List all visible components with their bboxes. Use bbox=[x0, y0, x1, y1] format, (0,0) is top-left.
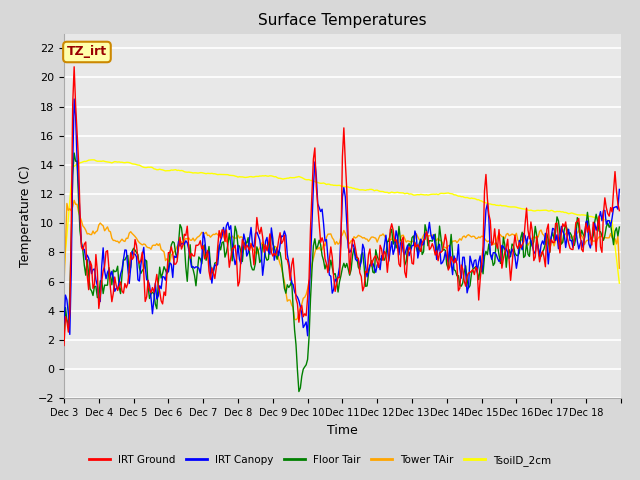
Legend: IRT Ground, IRT Canopy, Floor Tair, Tower TAir, TsoilD_2cm: IRT Ground, IRT Canopy, Floor Tair, Towe… bbox=[84, 451, 556, 470]
Text: TZ_irt: TZ_irt bbox=[67, 46, 107, 59]
Title: Surface Temperatures: Surface Temperatures bbox=[258, 13, 427, 28]
X-axis label: Time: Time bbox=[327, 424, 358, 437]
Y-axis label: Temperature (C): Temperature (C) bbox=[19, 165, 32, 267]
